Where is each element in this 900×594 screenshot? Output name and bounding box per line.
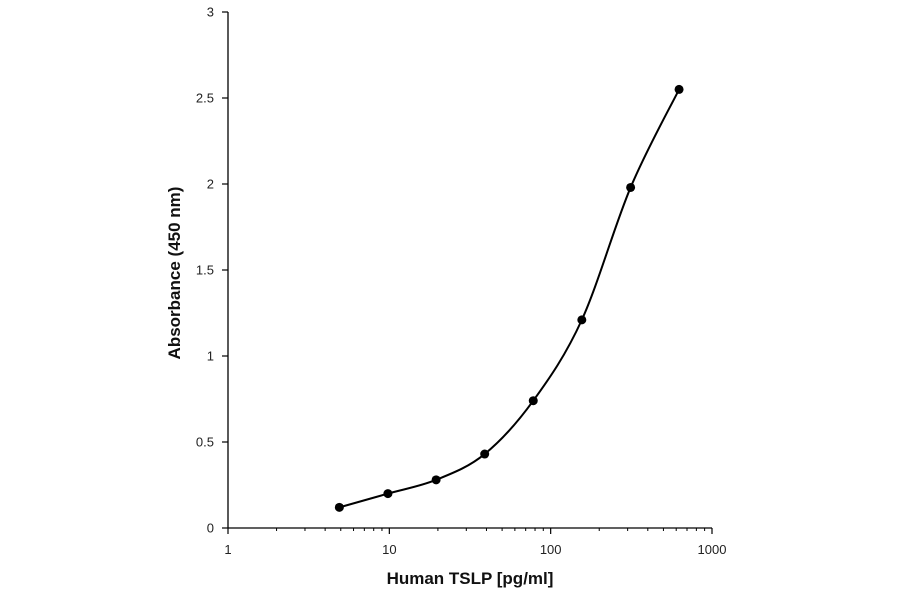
x-axis-title: Human TSLP [pg/ml] xyxy=(387,569,554,588)
y-tick-label: 0.5 xyxy=(196,435,214,450)
x-tick-label: 1000 xyxy=(698,542,727,557)
x-tick-label: 10 xyxy=(382,542,396,557)
series-line xyxy=(339,88,680,509)
data-point xyxy=(626,182,636,192)
data-point xyxy=(577,315,587,325)
y-tick-label: 1.5 xyxy=(196,263,214,278)
y-tick-label: 3 xyxy=(207,5,214,20)
y-tick-label: 1 xyxy=(207,349,214,364)
y-tick-label: 2.5 xyxy=(196,91,214,106)
y-axis-title: Absorbance (450 nm) xyxy=(165,187,184,360)
data-point xyxy=(431,475,441,485)
data-point xyxy=(674,84,684,94)
x-tick-label: 100 xyxy=(540,542,562,557)
data-point xyxy=(528,396,538,406)
data-point xyxy=(383,489,393,499)
data-point xyxy=(480,449,490,459)
data-point xyxy=(334,502,344,512)
y-ticks: 0 0.5 1 1.5 2 2.5 3 xyxy=(196,5,228,536)
y-tick-label: 2 xyxy=(207,177,214,192)
x-tick-label: 1 xyxy=(224,542,231,557)
axes: 1 10 100 1000 0 0.5 1 1.5 2 2.5 3 xyxy=(196,5,727,558)
series-layer xyxy=(334,84,684,512)
y-tick-label: 0 xyxy=(207,521,214,536)
x-ticks: 1 10 100 1000 xyxy=(224,528,726,557)
